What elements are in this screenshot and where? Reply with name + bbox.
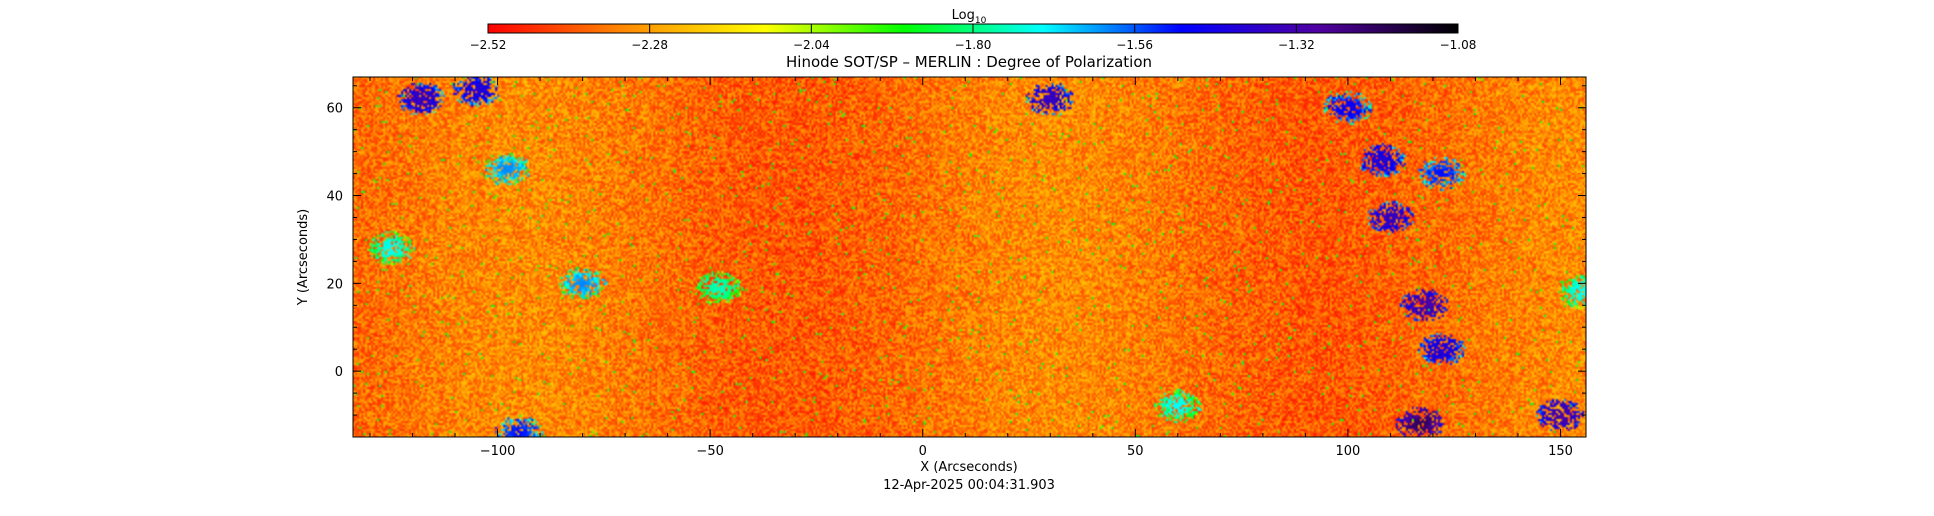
colorbar-tick-label: −1.32 bbox=[1278, 38, 1315, 52]
y-tick-label: 0 bbox=[335, 365, 343, 380]
colorbar-tick-label: −2.52 bbox=[470, 38, 507, 52]
colorbar-ticks: −2.52 −2.28 −2.04 −1.80 −1.56 −1.32 −1.08 bbox=[470, 24, 1477, 52]
x-axis-ticks: −100 −50 0 50 100 150 bbox=[369, 77, 1573, 459]
colorbar-tick-label: −2.04 bbox=[793, 38, 830, 52]
timestamp: 12-Apr-2025 00:04:31.903 bbox=[883, 478, 1055, 493]
y-axis-ticks: 0 20 40 60 bbox=[326, 85, 1586, 438]
x-tick-label: 50 bbox=[1127, 444, 1144, 459]
plot-frame bbox=[352, 76, 1587, 438]
colorbar-tick-label: −1.56 bbox=[1116, 38, 1153, 52]
colorbar-label-sub: 10 bbox=[975, 16, 987, 26]
x-tick-label: −50 bbox=[696, 444, 723, 459]
colorbar-tick-label: −2.28 bbox=[631, 38, 668, 52]
degree-of-polarization-image bbox=[353, 77, 1586, 437]
y-axis-label: Y (Arcseconds) bbox=[296, 209, 311, 306]
colorbar-tick-label: −1.08 bbox=[1440, 38, 1477, 52]
x-tick-label: 100 bbox=[1335, 444, 1360, 459]
y-tick-label: 40 bbox=[326, 190, 343, 205]
chart-title: Hinode SOT/SP – MERLIN : Degree of Polar… bbox=[786, 53, 1152, 71]
colorbar-label-base: Log bbox=[952, 8, 975, 23]
colorbar-tick-label: −1.80 bbox=[955, 38, 992, 52]
x-tick-label: 0 bbox=[919, 444, 927, 459]
plot-area: −100 −50 0 50 100 150 0 20 40 60 bbox=[326, 76, 1587, 459]
colorbar-label: Log10 bbox=[952, 8, 987, 26]
x-tick-label: 150 bbox=[1548, 444, 1573, 459]
x-tick-label: −100 bbox=[480, 444, 516, 459]
y-tick-label: 60 bbox=[326, 102, 343, 117]
y-tick-label: 20 bbox=[326, 277, 343, 292]
x-axis-label: X (Arcseconds) bbox=[920, 460, 1017, 475]
